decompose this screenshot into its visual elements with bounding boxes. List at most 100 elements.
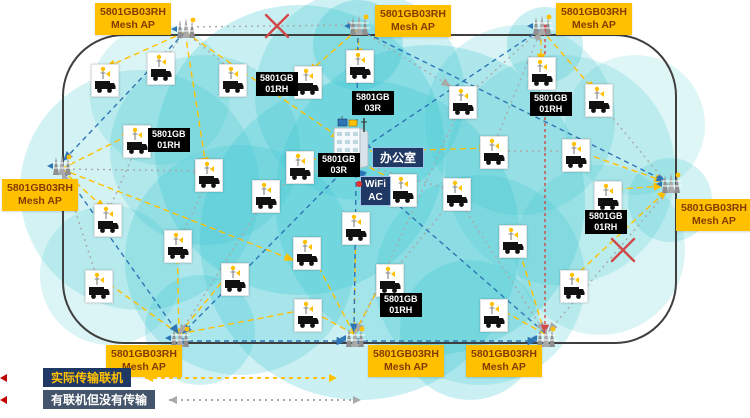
truck-node[interactable]	[585, 84, 613, 117]
mesh-ap-label: 5801GB03RH Mesh AP	[466, 345, 542, 377]
truck-node[interactable]	[286, 151, 314, 184]
truck-node[interactable]	[123, 125, 151, 158]
truck-node[interactable]	[294, 66, 322, 99]
mesh-ap-icon	[527, 14, 553, 35]
link-idle	[179, 197, 267, 335]
truck-node[interactable]	[480, 136, 508, 169]
mesh-ap-label: 5801GB03RH Mesh AP	[95, 3, 171, 35]
mesh-ap-label: 5801GB03RH Mesh AP	[556, 3, 632, 35]
mesh-ap-icon	[344, 14, 370, 35]
truck-node[interactable]	[346, 50, 374, 83]
truck-antenna-icon	[168, 232, 189, 259]
edge-arrow-icon	[0, 374, 7, 382]
mesh-ap-label: 5801GB03RH Mesh AP	[2, 179, 78, 211]
link-idle	[602, 104, 669, 186]
truck-antenna-icon	[564, 272, 585, 299]
truck-node[interactable]	[342, 212, 370, 245]
truck-node[interactable]	[449, 86, 477, 119]
mesh-ap-icon	[47, 154, 73, 175]
truck-node[interactable]	[221, 263, 249, 296]
link-failure-x-icon	[264, 13, 290, 39]
link-tx	[60, 168, 295, 261]
truck-node[interactable]	[594, 181, 622, 214]
link-idle	[465, 28, 542, 97]
link-tx	[606, 182, 664, 191]
link-tx	[60, 133, 133, 170]
truck-node[interactable]	[94, 204, 122, 237]
mesh-ap-node[interactable]	[655, 172, 685, 196]
truck-node[interactable]	[85, 270, 113, 303]
mesh-ap-node[interactable]	[343, 14, 373, 38]
truck-antenna-icon	[290, 153, 311, 180]
truck-antenna-icon	[98, 206, 119, 233]
legend: 实际传输联机 有联机但没有传输	[0, 367, 371, 411]
mesh-ap-node[interactable]	[170, 17, 200, 41]
link-backbone	[349, 28, 359, 334]
truck-antenna-icon	[503, 227, 524, 254]
truck-node[interactable]	[195, 159, 223, 192]
truck-antenna-icon	[151, 54, 172, 81]
truck-antenna-icon	[223, 66, 244, 93]
legend-arrow-transmission	[145, 373, 338, 382]
truck-antenna-icon	[95, 66, 116, 93]
truck-node[interactable]	[219, 64, 247, 97]
truck-antenna-icon	[453, 88, 474, 115]
truck-node[interactable]	[147, 52, 175, 85]
truck-node[interactable]	[443, 178, 471, 211]
truck-node[interactable]	[560, 270, 588, 303]
device-label: 5801GB 03R	[318, 153, 360, 177]
mesh-ap-node[interactable]	[46, 154, 76, 178]
device-label: 5801GB 01RH	[148, 128, 190, 152]
link-idle	[492, 30, 541, 148]
mesh-ap-label: 5801GB03RH Mesh AP	[676, 199, 750, 231]
mesh-ap-node[interactable]	[526, 14, 556, 38]
truck-antenna-icon	[447, 180, 468, 207]
truck-antenna-icon	[89, 272, 110, 299]
link-idle	[60, 166, 205, 176]
link-idle	[184, 20, 358, 30]
truck-node[interactable]	[389, 174, 417, 207]
device-label: 5801GB 01RH	[380, 293, 422, 317]
link-tx	[572, 190, 668, 279]
truck-antenna-icon	[256, 182, 277, 209]
edge-arrow-icon	[0, 396, 7, 404]
truck-antenna-icon	[225, 265, 246, 292]
link-tx	[307, 28, 359, 73]
truck-antenna-icon	[350, 52, 371, 79]
mesh-ap-node[interactable]	[339, 326, 369, 350]
truck-node[interactable]	[562, 139, 590, 172]
truck-node[interactable]	[499, 225, 527, 258]
office-label: 办公室	[372, 147, 425, 168]
link-tx	[178, 307, 305, 335]
link-tx	[105, 31, 186, 68]
truck-antenna-icon	[127, 127, 148, 154]
truck-antenna-icon	[589, 86, 610, 113]
truck-node[interactable]	[528, 57, 556, 90]
truck-node[interactable]	[293, 237, 321, 270]
legend-row-idle: 有联机但没有传输	[0, 389, 371, 410]
legend-arrow-idle	[169, 395, 362, 404]
link-backbone	[357, 28, 667, 182]
wifi-status-dot	[356, 181, 362, 187]
truck-antenna-icon	[380, 266, 401, 293]
device-label: 5801GB 01RH	[585, 210, 627, 234]
truck-node[interactable]	[480, 299, 508, 332]
link-idle	[184, 31, 236, 73]
wifi-ac-label: WiFi AC	[360, 176, 392, 206]
link-failure-x-icon	[610, 237, 636, 263]
legend-label-transmission: 实际传输联机	[43, 368, 132, 387]
truck-node[interactable]	[164, 230, 192, 263]
legend-label-idle: 有联机但没有传输	[43, 390, 156, 409]
link-tx	[184, 31, 209, 168]
truck-node[interactable]	[252, 180, 280, 213]
link-backbone	[63, 171, 179, 335]
mesh-ap-label: 5801GB03RH Mesh AP	[375, 5, 451, 37]
truck-antenna-icon	[598, 183, 619, 210]
link-tx	[540, 28, 595, 92]
device-label: 5801GB 03R	[352, 91, 394, 115]
truck-node[interactable]	[294, 299, 322, 332]
truck-node[interactable]	[91, 64, 119, 97]
device-label: 5801GB 01RH	[530, 92, 572, 116]
truck-antenna-icon	[484, 138, 505, 165]
